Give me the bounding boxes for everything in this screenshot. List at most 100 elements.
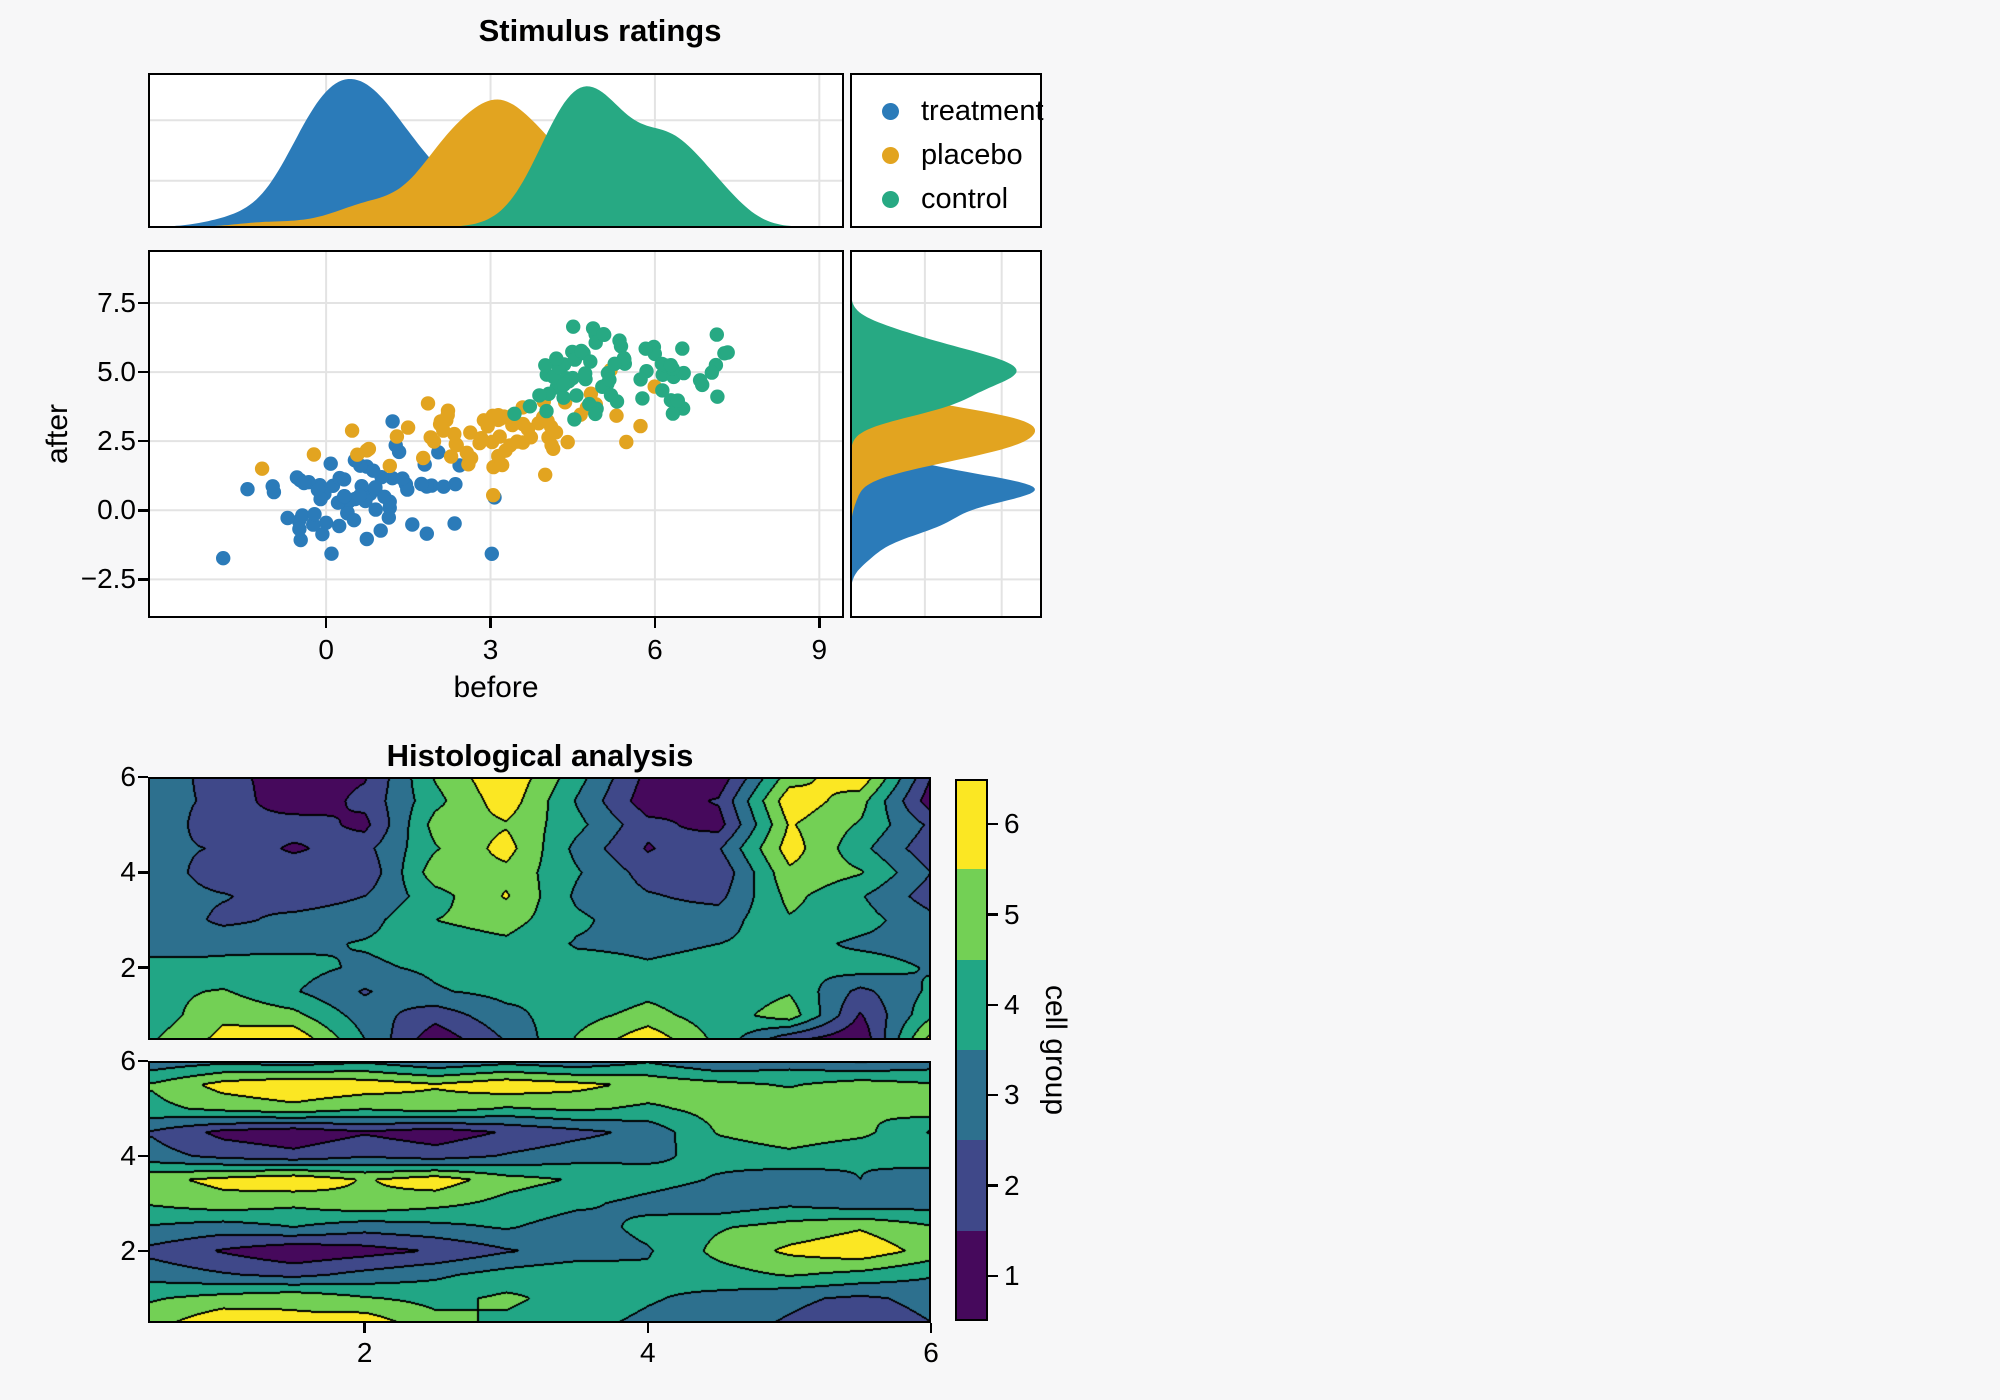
density-side-control: [851, 250, 1017, 618]
scatter-point-placebo: [254, 461, 270, 476]
colorbar-band-3: [955, 1050, 988, 1141]
legend: treatment placebo control: [850, 73, 1044, 228]
scatter-point-treatment: [359, 531, 374, 547]
scatter-point-treatment: [414, 476, 429, 492]
y-tick-label: 7.5: [97, 287, 136, 319]
scatter-point-control: [655, 383, 670, 398]
colorbar-tick-label: 6: [1004, 808, 1020, 840]
y-tick-mark: [138, 370, 148, 374]
x-tick-mark: [324, 618, 328, 628]
colorbar-label: cell group: [1039, 984, 1072, 1116]
x-tick-mark: [489, 618, 492, 628]
y-tick-mark: [138, 578, 148, 581]
scatter-point-treatment: [400, 482, 415, 497]
contour-y-tick-label: 2: [120, 1234, 136, 1266]
scatter-point-treatment: [216, 551, 231, 566]
scatter-point-treatment: [292, 521, 307, 537]
scatter-point-control: [556, 390, 571, 405]
colorbar-band-1: [955, 1230, 988, 1322]
contour-x-tick-mark: [646, 1323, 650, 1333]
x-tick-mark: [818, 618, 821, 628]
scatter-point-control: [675, 341, 690, 356]
contour-y-tick-label: 6: [120, 1045, 136, 1076]
contour-y-tick-label: 2: [120, 951, 136, 983]
scatter-point-control: [635, 391, 650, 406]
density-top-treatment: [148, 79, 844, 227]
scatter-point-control: [613, 339, 629, 354]
scatter-point-control: [676, 365, 691, 381]
scatter-point-treatment: [315, 527, 330, 542]
scatter-point-placebo: [440, 407, 455, 423]
scatter-point-placebo: [509, 434, 525, 449]
scatter-point-treatment: [307, 507, 322, 522]
contour-y-tick-mark: [138, 871, 148, 874]
legend-item-treatment: treatment: [882, 94, 1044, 128]
scatter-point-treatment: [280, 510, 295, 526]
scatter-point-control: [566, 319, 581, 334]
legend-marker-icon: [882, 102, 899, 120]
scatter-point-placebo: [350, 447, 365, 462]
legend-item-placebo: placebo: [882, 138, 1023, 172]
x-tick-label: 6: [647, 634, 663, 665]
scatter-point-placebo: [472, 435, 487, 451]
scatter-point-treatment: [324, 546, 339, 561]
scatter-point-treatment: [405, 517, 420, 532]
scatter-point-treatment: [436, 479, 451, 494]
scatter-point-control: [556, 377, 572, 392]
scatter-point-treatment: [385, 414, 400, 429]
contour-y-tick-mark: [138, 966, 148, 969]
contour-canvas-top: [148, 777, 931, 1040]
scatter-point-treatment: [395, 471, 410, 486]
colorbar-band-4: [955, 959, 988, 1051]
scatter-point-placebo: [447, 426, 462, 442]
y-tick-label: −2.5: [80, 563, 136, 595]
scatter-point-placebo: [486, 488, 501, 503]
scatter-point-treatment: [381, 510, 396, 525]
contour-y-tick-label: 4: [120, 856, 136, 888]
scatter-point-control: [585, 321, 601, 336]
scatter-point-placebo: [459, 445, 474, 460]
colorbar-tick-mark: [988, 822, 998, 826]
colorbar-tick-label: 4: [1004, 988, 1020, 1020]
scatter-point-treatment: [240, 482, 255, 497]
colorbar-tick-mark: [988, 1003, 998, 1007]
density-side-treatment: [851, 250, 1035, 618]
contour-y-tick-mark: [138, 1249, 148, 1253]
scatter-point-placebo: [491, 408, 506, 423]
colorbar-band-6: [955, 779, 988, 870]
colorbar-tick-label: 1: [1004, 1259, 1020, 1291]
scatter-point-placebo: [538, 467, 553, 482]
figure1-ylabel: after: [41, 403, 74, 465]
scatter-point-control: [522, 399, 538, 414]
scatter-point-control: [507, 406, 522, 421]
contour-x-tick-label: 4: [640, 1337, 656, 1368]
scatter-point-treatment: [431, 445, 446, 460]
legend-label: control: [921, 182, 1009, 215]
scatter-point-treatment: [373, 523, 388, 538]
contour-y-tick-label: 6: [120, 761, 136, 792]
legend-item-control: control: [882, 182, 1008, 216]
scatter-point-treatment: [385, 471, 400, 486]
figure2-title: Histological analysis: [386, 738, 694, 773]
y-tick-label: 0.0: [97, 494, 136, 526]
scatter-point-placebo: [306, 447, 322, 462]
colorbar-tick-label: 2: [1004, 1169, 1020, 1201]
x-tick-mark: [653, 618, 657, 628]
scatter-point-treatment: [296, 475, 312, 491]
scatter-plot: [148, 250, 844, 618]
scatter-point-placebo: [389, 429, 405, 444]
scatter-point-control: [665, 406, 681, 421]
colorbar-tick-mark: [988, 1093, 998, 1097]
density-top-placebo: [148, 99, 844, 227]
scatter-point-control: [609, 394, 625, 409]
scatter-point-placebo: [560, 434, 575, 450]
contour-y-tick-label: 4: [120, 1139, 136, 1171]
scatter-point-control: [670, 393, 685, 408]
legend-label: treatment: [921, 94, 1044, 127]
scatter-point-control: [549, 351, 564, 366]
y-tick-label: 5.0: [97, 356, 136, 388]
scatter-point-control: [602, 372, 617, 387]
x-tick-label: 9: [811, 634, 828, 665]
colorbar-tick-label: 5: [1004, 898, 1020, 930]
y-tick-mark: [138, 509, 148, 512]
